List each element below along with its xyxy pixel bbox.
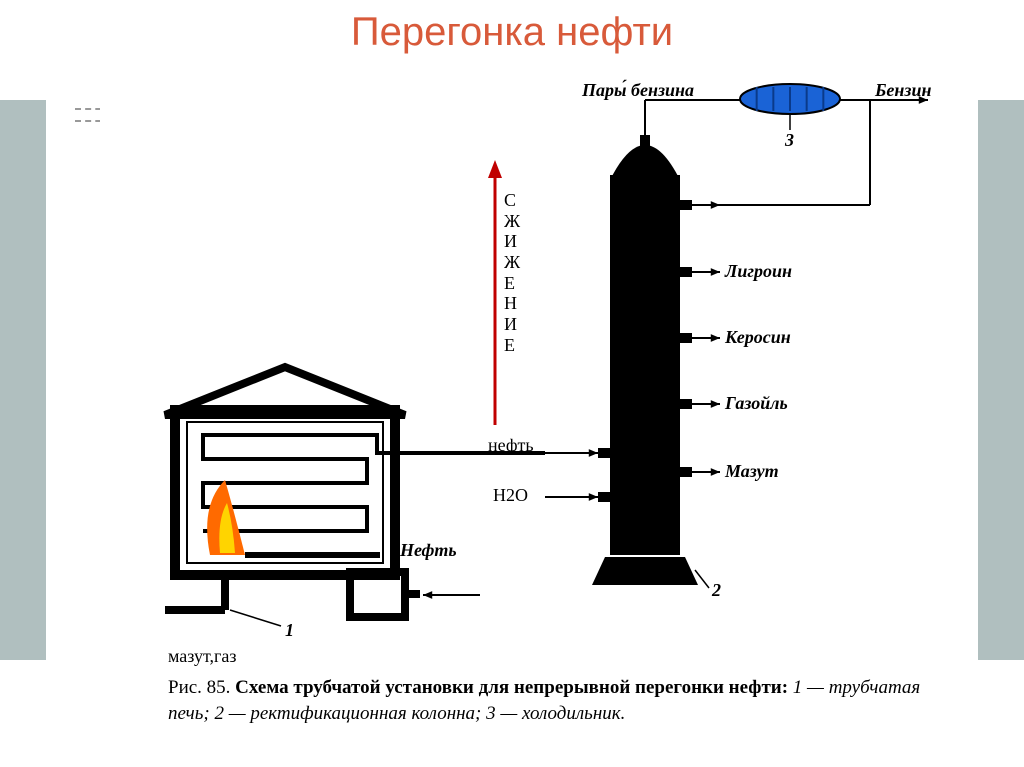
furnace-num: 1 — [285, 620, 294, 641]
outlet-label-1: Лигроин — [725, 261, 792, 282]
outlet-label-3: Газойль — [725, 393, 788, 414]
h2o-label: H2O — [493, 485, 528, 506]
vertical-label: СЖИЖЕНИЕ — [504, 190, 520, 356]
diagram-svg — [100, 60, 930, 690]
vapor-label: Пары́ бензина — [582, 80, 694, 101]
oil-label: нефть — [488, 435, 534, 456]
mazut-label: мазут,газ — [168, 646, 236, 667]
outlet-label-4: Мазут — [725, 461, 779, 482]
side-bar-right — [978, 100, 1024, 660]
neft-in-label: Нефть — [400, 540, 457, 561]
column-num: 2 — [712, 580, 721, 601]
condenser-num: 3 — [785, 130, 794, 151]
page-title: Перегонка нефти — [0, 10, 1024, 55]
outlet-label-2: Керосин — [725, 327, 791, 348]
benzin-label: Бензин — [875, 80, 931, 101]
figure-caption: Рис. 85. Схема трубчатой установки для н… — [168, 675, 928, 726]
side-bar-left — [0, 100, 46, 660]
diagram-area: Пары́ бензина Бензин 3 Лигроин Керосин Г… — [100, 60, 930, 690]
